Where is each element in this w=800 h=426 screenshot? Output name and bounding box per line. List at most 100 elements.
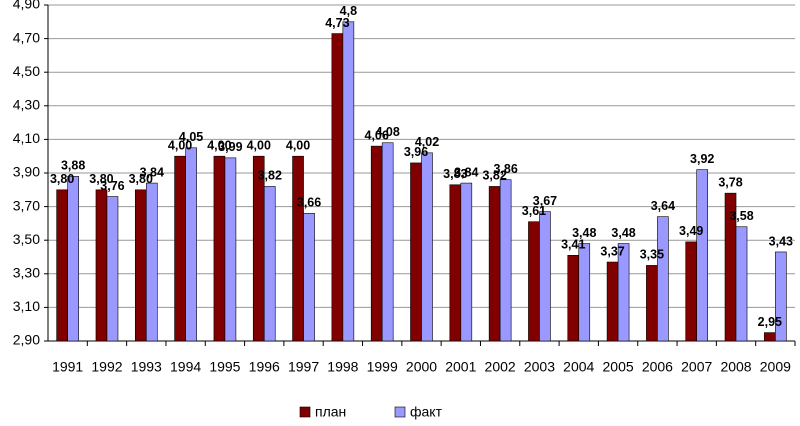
bar: [646, 265, 658, 342]
x-tick-label: 2003: [524, 359, 555, 375]
x-tick-label: 1998: [327, 359, 358, 375]
bar: [134, 189, 147, 342]
value-label: 2,95: [758, 315, 782, 329]
bar: [775, 251, 787, 342]
value-label: 3,86: [493, 162, 517, 176]
y-tick-label: 4,90: [13, 0, 40, 12]
bar: [303, 213, 315, 342]
value-label: 3,61: [522, 204, 546, 218]
bar: [185, 147, 197, 342]
value-label: 3,78: [718, 175, 742, 189]
bar: [224, 157, 237, 342]
value-label: 3,80: [129, 172, 153, 186]
value-label: 3,76: [100, 179, 124, 193]
value-label: 4,00: [168, 138, 192, 152]
value-label: 3,84: [140, 165, 164, 179]
legend-label: факт: [410, 404, 443, 420]
value-label: 3,82: [258, 169, 282, 183]
bar: [56, 189, 68, 342]
legend-swatch: [394, 406, 406, 418]
bar: [252, 155, 265, 342]
bar: [567, 255, 580, 342]
value-label: 3,96: [404, 145, 428, 159]
value-label: 3,92: [690, 152, 714, 166]
y-tick-label: 4,10: [13, 130, 40, 146]
value-label: 4,08: [376, 125, 400, 139]
value-label: 4,00: [207, 138, 231, 152]
x-tick-label: 1999: [367, 359, 398, 375]
value-label: 4,02: [415, 135, 439, 149]
value-label: 3,80: [89, 172, 113, 186]
value-label: 3,82: [482, 169, 506, 183]
x-tick-label: 2000: [406, 359, 437, 375]
bar: [145, 182, 158, 342]
value-label: 3,49: [679, 224, 703, 238]
x-tick-label: 1997: [288, 359, 319, 375]
x-tick-label: 2002: [485, 359, 516, 375]
value-label: 3,48: [572, 226, 596, 240]
y-tick-label: 2,90: [13, 332, 40, 348]
y-tick-label: 4,30: [13, 97, 40, 113]
bar: [410, 162, 422, 342]
value-label: 3,37: [600, 244, 624, 258]
x-tick-label: 2009: [760, 359, 791, 375]
x-tick-label: 2007: [681, 359, 712, 375]
bar: [764, 332, 776, 342]
x-tick-label: 1993: [131, 359, 162, 375]
value-label: 4,05: [179, 130, 203, 144]
bar: [539, 211, 551, 342]
value-label: 3,58: [729, 209, 753, 223]
value-label: 4,8: [340, 4, 357, 18]
value-label: 4,06: [365, 128, 389, 142]
x-tick-label: 1996: [249, 359, 280, 375]
x-tick-label: 1995: [209, 359, 240, 375]
bar: [488, 186, 501, 342]
bar: [213, 155, 226, 342]
bar: [95, 189, 108, 342]
x-tick-label: 2004: [563, 359, 594, 375]
bar: [292, 155, 304, 342]
value-label: 3,88: [61, 159, 85, 173]
x-tick-label: 2008: [720, 359, 751, 375]
bar: [696, 169, 709, 342]
y-tick-label: 3,30: [13, 265, 40, 281]
bar: [331, 33, 344, 342]
value-label: 3,67: [533, 194, 557, 208]
y-tick-label: 3,50: [13, 231, 40, 247]
value-label: 3,83: [443, 167, 467, 181]
bar: [528, 221, 540, 342]
bar: [578, 243, 591, 342]
y-tick-label: 4,50: [13, 63, 40, 79]
value-label: 3,64: [651, 199, 675, 213]
value-label: 3,84: [454, 165, 478, 179]
bar: [67, 176, 79, 342]
x-tick-label: 2001: [445, 359, 476, 375]
legend-label: план: [315, 404, 346, 420]
x-tick-label: 1992: [91, 359, 122, 375]
value-label: 3,80: [50, 172, 74, 186]
bar: [381, 142, 394, 342]
bar: [370, 145, 383, 342]
x-tick-label: 1991: [52, 359, 83, 375]
x-tick-label: 2006: [642, 359, 673, 375]
x-tick-label: 1994: [170, 359, 201, 375]
bar: [449, 184, 462, 342]
bar: [735, 226, 748, 342]
legend-swatch: [299, 406, 311, 418]
value-label: 3,66: [297, 196, 321, 210]
bar: [657, 216, 669, 342]
bar: [174, 155, 186, 342]
bar: [499, 179, 512, 342]
bar: [106, 196, 119, 342]
x-tick-label: 2005: [603, 359, 634, 375]
value-label: 4,00: [286, 138, 310, 152]
value-label: 4,00: [247, 138, 271, 152]
value-label: 3,35: [640, 248, 664, 262]
y-tick-label: 3,70: [13, 197, 40, 213]
value-label: 3,48: [611, 226, 635, 240]
y-tick-label: 3,90: [13, 164, 40, 180]
y-tick-label: 3,10: [13, 298, 40, 314]
y-tick-label: 4,70: [13, 29, 40, 45]
bar: [421, 152, 433, 342]
